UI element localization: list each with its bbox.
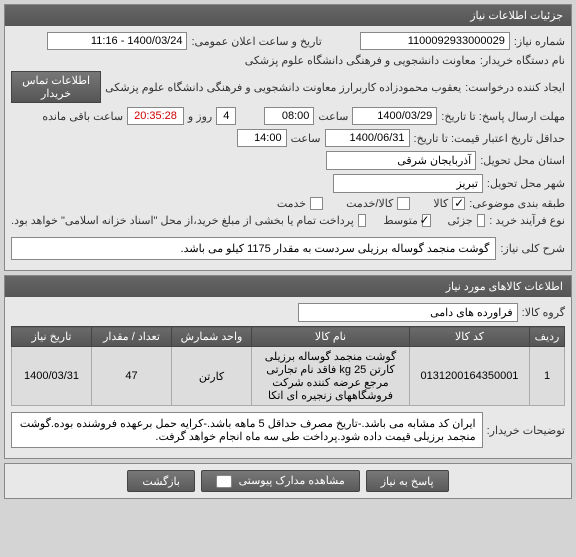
cat-service-label: خدمت (277, 197, 306, 210)
need-number-value: 1100092933000029 (360, 32, 510, 50)
creator-value: یعقوب محمودزاده کاربرارز معاونت دانشجویی… (105, 81, 461, 94)
action-bar: پاسخ به نیاز مشاهده مدارک پیوستی 0 بازگش… (4, 463, 572, 499)
back-button[interactable]: بازگشت (127, 470, 195, 492)
group-label: گروه کالا: (522, 306, 565, 319)
attachments-button[interactable]: مشاهده مدارک پیوستی 0 (201, 470, 360, 492)
time-label-1: ساعت (318, 110, 348, 123)
proc-low-label: جزئی (448, 214, 473, 227)
th-name: نام کالا (252, 327, 410, 347)
buyer-note-box: ایران کد مشابه می باشد.-تاریخ مصرف حداقل… (11, 412, 483, 448)
reply-button[interactable]: پاسخ به نیاز (366, 470, 449, 492)
summary-label: شرح کلی نیاز: (500, 242, 565, 255)
province-label: استان محل تحویل: (480, 154, 565, 167)
announce-value: 1400/03/24 - 11:16 (47, 32, 187, 50)
reply-deadline-label: مهلت ارسال پاسخ: تا تاریخ: (441, 110, 565, 123)
reply-time: 08:00 (264, 107, 314, 125)
announce-label: تاریخ و ساعت اعلان عمومی: (191, 35, 321, 48)
attachments-label: مشاهده مدارک پیوستی (239, 475, 345, 487)
items-table: ردیف کد کالا نام کالا واحد شمارش تعداد /… (11, 326, 565, 406)
price-valid-time: 14:00 (237, 129, 287, 147)
price-valid-label: حداقل تاریخ اعتبار قیمت: تا تاریخ: (414, 132, 565, 145)
remaining-label: ساعت باقی مانده (42, 110, 123, 123)
days-label: روز و (188, 110, 212, 123)
need-info-header: جزئیات اطلاعات نیاز (5, 5, 571, 26)
th-unit: واحد شمارش (172, 327, 252, 347)
cell-qty: 47 (92, 347, 172, 406)
checkbox-goods[interactable] (452, 197, 465, 210)
buyer-org-label: نام دستگاه خریدار: (480, 54, 565, 67)
items-info-header: اطلاعات کالاهای مورد نیاز (5, 276, 571, 297)
city-value: تبریز (333, 174, 483, 193)
checkbox-proc-low[interactable] (477, 214, 486, 227)
items-info-panel: اطلاعات کالاهای مورد نیاز گروه کالا: فرا… (4, 275, 572, 459)
buyer-org-value: معاونت دانشجویی و فرهنگی دانشگاه علوم پز… (11, 54, 476, 67)
proc-mid-label: متوسط (383, 214, 418, 227)
checkbox-service[interactable] (310, 197, 323, 210)
group-value: فراورده های دامی (298, 303, 518, 322)
checkbox-proc-mid[interactable] (422, 214, 431, 227)
city-label: شهر محل تحویل: (487, 177, 565, 190)
summary-box: گوشت منجمد گوساله برزیلی سردست به مقدار … (11, 237, 496, 260)
price-valid-date: 1400/06/31 (325, 129, 410, 147)
th-date: تاریخ نیاز (12, 327, 92, 347)
cell-unit: کارتن (172, 347, 252, 406)
need-number-label: شماره نیاز: (514, 35, 565, 48)
time-label-2: ساعت (291, 132, 321, 145)
cell-row: 1 (530, 347, 565, 406)
reply-date: 1400/03/29 (352, 107, 437, 125)
cat-goods-label: کالا (433, 197, 448, 210)
countdown-timer: 20:35:28 (127, 107, 184, 125)
payment-note-label: پرداخت تمام یا بخشی از مبلغ خرید،از محل … (11, 214, 354, 227)
cell-name: گوشت منجمد گوساله برزیلی کارتن 25 kg فاق… (252, 347, 410, 406)
table-row: 1 0131200164350001 گوشت منجمد گوساله برز… (12, 347, 565, 406)
cell-date: 1400/03/31 (12, 347, 92, 406)
attachments-count: 0 (216, 475, 232, 488)
process-label: نوع فرآیند خرید : (489, 214, 565, 227)
cell-code: 0131200164350001 (410, 347, 530, 406)
need-info-panel: جزئیات اطلاعات نیاز شماره نیاز: 11000929… (4, 4, 572, 271)
checkbox-payment-note[interactable] (358, 214, 367, 227)
province-value: آذربایجان شرقی (326, 151, 476, 170)
checkbox-goods-service[interactable] (397, 197, 410, 210)
buyer-contact-button[interactable]: اطلاعات تماس خریدار (11, 71, 101, 103)
category-label: طبقه بندی موضوعی: (469, 197, 565, 210)
th-row: ردیف (530, 327, 565, 347)
buyer-note-label: توضیحات خریدار: (487, 424, 565, 437)
days-remaining: 4 (216, 107, 236, 125)
th-qty: تعداد / مقدار (92, 327, 172, 347)
creator-label: ایجاد کننده درخواست: (465, 81, 565, 94)
th-code: کد کالا (410, 327, 530, 347)
cat-goods-service-label: کالا/خدمت (346, 197, 393, 210)
